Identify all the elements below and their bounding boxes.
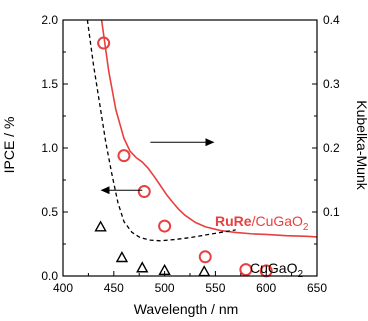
y-left-tick-label-2.0: 2.0: [41, 13, 58, 27]
x-tick-label-650: 650: [307, 281, 327, 295]
x-tick-label-550: 550: [205, 281, 225, 295]
series-label-rure-sub: 2: [303, 222, 309, 233]
x-tick-label-500: 500: [155, 281, 175, 295]
absorbance-curve-2: [86, 20, 236, 242]
ipce-point-series1-6: [239, 263, 253, 277]
absorbance-curve-1: [100, 20, 317, 238]
ipce-point-series2-2: [115, 251, 129, 263]
ipce-point-series2-3: [136, 261, 149, 273]
ipce-point-series1-2: [117, 149, 131, 163]
ipce-markers: [94, 36, 273, 278]
ipce-point-series1-4: [158, 219, 172, 233]
absorbance-curves: [86, 20, 317, 242]
y-left-tick-label-0.5: 0.5: [41, 205, 58, 219]
ipce-point-series2-5: [198, 265, 211, 277]
y-left-tick-label-1.5: 1.5: [41, 77, 58, 91]
series-label-rure-bold: RuRe: [215, 213, 252, 229]
ipce-point-series2-1: [94, 220, 107, 232]
series-label-rure-cugao2: RuRe/CuGaO2: [215, 213, 309, 233]
y-right-tick-label-0.4: 0.4: [323, 13, 340, 27]
x-axis-label: Wavelength / nm: [134, 301, 239, 317]
plot-frame: [62, 19, 318, 277]
y-left-tick-label-0.0: 0.0: [41, 269, 58, 283]
series-label-cugao2: CuGaO2: [250, 260, 303, 280]
ipce-point-series1-1: [97, 36, 111, 50]
ipce-point-series1-5: [198, 250, 212, 264]
y-right-tick-label-0.3: 0.3: [323, 77, 340, 91]
y-axis-right-label: Kubelka-Munk: [354, 100, 368, 190]
ipce-point-series1-3: [137, 185, 151, 199]
series-label-cugao2-rest: CuGaO: [250, 260, 298, 276]
series-label-rure-rest: /CuGaO: [252, 213, 303, 229]
x-tick-label-450: 450: [104, 281, 124, 295]
axis-indicator-arrows: [100, 138, 215, 195]
y-left-tick-label-1.0: 1.0: [41, 141, 58, 155]
y-right-tick-label-0.2: 0.2: [323, 141, 340, 155]
x-tick-label-600: 600: [256, 281, 276, 295]
axis-ticks: 400 450 500 550 600 650 0.0 0.5 1.0 1.5 2.0 0.1 0.2 0…: [41, 13, 340, 295]
series-label-cugao2-sub: 2: [297, 269, 303, 280]
x-tick-label-400: 400: [53, 281, 73, 295]
y-axis-left-label: IPCE / %: [1, 117, 17, 174]
y-right-tick-label-0.1: 0.1: [323, 205, 340, 219]
